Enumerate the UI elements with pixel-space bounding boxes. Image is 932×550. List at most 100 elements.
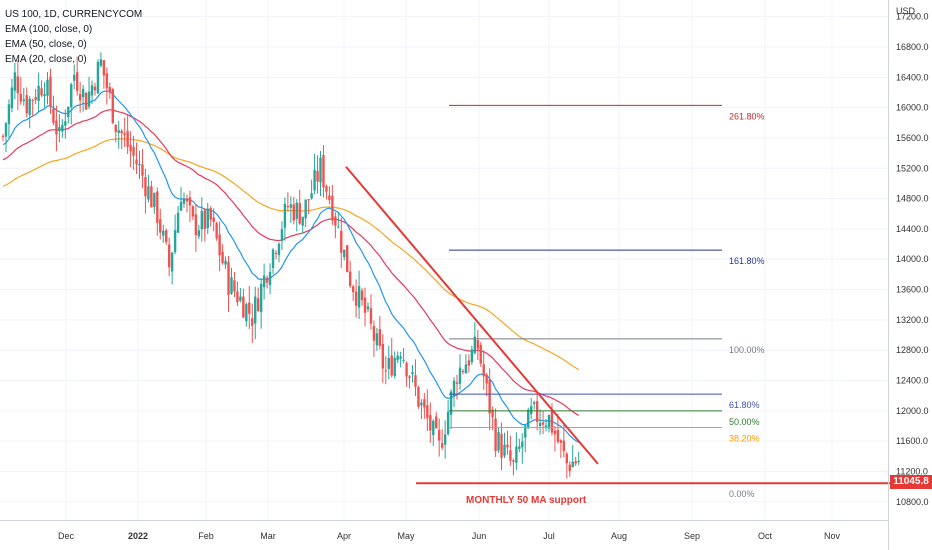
candle-body <box>1 135 5 137</box>
fib-label: 38.20% <box>729 434 760 444</box>
candle-body <box>331 195 334 221</box>
y-tick-label: 14800.0 <box>896 194 929 204</box>
candle-body <box>46 79 49 96</box>
candle-body <box>527 409 530 429</box>
candle-body <box>215 223 218 239</box>
candle-body <box>449 391 453 415</box>
candle-body <box>363 297 367 313</box>
candle-body <box>491 409 494 418</box>
x-tick-label: Sep <box>684 531 700 541</box>
candle-body <box>476 340 479 349</box>
candle-body <box>417 386 420 407</box>
candle-body <box>470 349 474 363</box>
candle-body <box>64 121 67 126</box>
downtrend-line <box>345 166 599 465</box>
candle-body <box>173 230 177 253</box>
candle-body <box>159 219 162 233</box>
candle-body <box>408 376 411 378</box>
candle-body <box>452 380 456 397</box>
candle-body <box>298 203 301 224</box>
candle-body <box>10 87 14 109</box>
candle-body <box>117 130 120 133</box>
candle-body <box>144 176 147 197</box>
candle-body <box>337 226 340 228</box>
candle-body <box>4 123 8 137</box>
candle-body <box>547 414 551 429</box>
candle-body <box>384 370 387 372</box>
candle-body <box>245 304 248 322</box>
candle-body <box>295 202 298 219</box>
ema-50-line <box>2 109 580 417</box>
candle-body <box>435 416 438 428</box>
candle-body <box>396 355 399 361</box>
candle-body <box>99 59 103 66</box>
candle-body <box>369 308 373 324</box>
candle-body <box>301 216 304 226</box>
y-tick-label: 10800.0 <box>896 497 929 507</box>
fib-label: 100.00% <box>729 345 765 355</box>
candle-body <box>366 306 370 310</box>
candle-body <box>162 230 165 236</box>
candle-body <box>500 433 503 458</box>
candle-body <box>123 133 126 136</box>
candle-body <box>426 405 429 419</box>
candle-body <box>81 88 85 98</box>
candle-body <box>242 296 245 318</box>
candle-body <box>7 104 11 125</box>
candle-body <box>313 170 316 191</box>
legend-ema-20[interactable]: EMA (20, close, 0) <box>5 54 87 65</box>
y-tick-label: 11600.0 <box>896 436 928 446</box>
candle-body <box>461 371 465 373</box>
candle-body <box>328 195 331 201</box>
candle-body <box>393 357 396 377</box>
candle-body <box>535 401 539 422</box>
y-tick-label: 11200.0 <box>896 466 928 476</box>
y-tick-label: 17200.0 <box>896 12 929 22</box>
candle-body <box>521 441 524 448</box>
candle-body <box>458 367 462 384</box>
candle-body <box>280 229 284 241</box>
candle-body <box>503 444 506 456</box>
y-axis: USD 10800.0 11200.0 11600.0 12000.0 12400.0 12… <box>888 0 929 550</box>
y-tick-label: 12000.0 <box>896 406 929 416</box>
candles <box>1 52 580 479</box>
candle-body <box>304 199 307 219</box>
candle-body <box>381 343 385 369</box>
candle-body <box>170 252 174 272</box>
candle-body <box>351 286 355 293</box>
candle-body <box>197 230 201 237</box>
candle-body <box>259 283 263 313</box>
candle-body <box>509 450 512 461</box>
candle-body <box>188 197 192 206</box>
candle-body <box>559 440 563 443</box>
candle-body <box>135 159 138 165</box>
candle-body <box>553 430 557 435</box>
candle-body <box>544 425 548 427</box>
x-tick-label: Oct <box>758 531 773 541</box>
last-price-tag: 11045.8 <box>890 475 932 489</box>
plot-background <box>0 0 888 520</box>
candle-body <box>16 76 20 94</box>
candle-body <box>218 234 221 256</box>
candle-body <box>550 410 554 433</box>
candle-body <box>22 99 25 102</box>
candle-body <box>506 444 509 448</box>
candle-body <box>292 204 296 221</box>
candle-body <box>105 73 109 89</box>
ema-50-path <box>2 109 580 417</box>
candle-body <box>254 296 257 324</box>
candle-body <box>58 127 61 132</box>
candle-body <box>274 252 278 254</box>
candle-body <box>230 277 233 294</box>
candle-body <box>93 86 97 91</box>
legend-ema-50[interactable]: EMA (50, close, 0) <box>5 39 87 50</box>
candle-body <box>390 355 393 376</box>
candle-body <box>316 171 319 182</box>
candle-body <box>577 460 580 463</box>
candle-body <box>354 291 358 306</box>
legend-ema-100[interactable]: EMA (100, close, 0) <box>5 24 93 35</box>
candle-body <box>34 97 37 101</box>
candle-body <box>221 251 224 264</box>
candle-body <box>132 146 135 156</box>
